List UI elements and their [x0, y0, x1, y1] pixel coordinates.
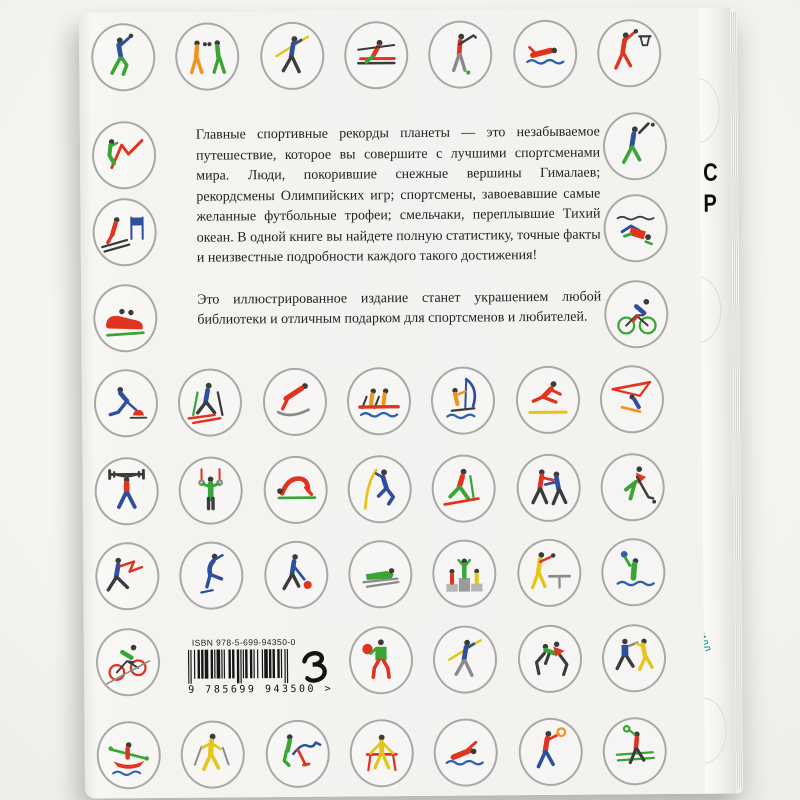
pictogram-nordic-skiing: [431, 454, 496, 523]
pictogram-bobsleigh: [93, 283, 158, 353]
barcode-block: ISBN 978-5-699-94350-0 9 785699 943500 >: [187, 637, 348, 696]
pictogram-curling: [93, 368, 159, 438]
pictogram-fencing: [95, 541, 160, 611]
pictogram-ski-jumping: [262, 367, 328, 437]
pictogram-luge: [348, 539, 413, 609]
barcode: [187, 648, 289, 684]
pictogram-relay-race: [601, 624, 667, 693]
pictogram-rowing-team: [346, 367, 412, 436]
pictogram-golf: [427, 20, 493, 89]
pictogram-scuba-diving: [603, 193, 668, 263]
book-back-cover: Главные спортивные рекорды планеты — это…: [78, 7, 706, 799]
pictogram-pole-vault: [347, 454, 412, 524]
pictogram-table-tennis: [517, 538, 582, 608]
pictogram-mountaineering: [91, 120, 157, 190]
pictogram-winners-podium: [432, 539, 497, 608]
pictogram-hang-gliding: [599, 365, 665, 434]
pictogram-kayaking: [96, 720, 162, 790]
pictogram-figure-skating: [179, 541, 244, 610]
pictogram-water-polo: [601, 538, 666, 607]
pictogram-wrestling: [517, 624, 583, 694]
pictogram-windsurfing: [430, 366, 496, 435]
pictogram-cycling: [604, 279, 669, 349]
pictogram-high-jump: [263, 455, 328, 525]
pictogram-tennis: [518, 717, 584, 787]
pictogram-ball-exercise: [348, 625, 414, 695]
annotation-paragraph-1: Главные спортивные рекорды планеты — это…: [195, 124, 601, 266]
pictogram-alpine-skiing: [92, 197, 157, 267]
pictogram-cross-country-skiing: [177, 368, 243, 437]
pictogram-swimming-crawl: [433, 718, 499, 787]
pictogram-track-cycling: [95, 627, 161, 697]
sport-pictograms-grid: [79, 8, 699, 790]
pictogram-boxing: [175, 22, 240, 91]
pictogram-javelin-throw: [260, 21, 325, 91]
annotation-paragraph-2: Это иллюстрированное издание станет укра…: [197, 289, 602, 328]
pictogram-judo: [516, 453, 581, 523]
pictogram-equestrian-polo: [265, 719, 331, 789]
pictogram-long-jump: [515, 365, 581, 435]
edge-circle-arc: [698, 77, 720, 144]
pictogram-rowing-scull: [344, 21, 409, 90]
pictogram-javelin-throw-2: [432, 625, 498, 694]
pictogram-gymnastics-rings: [178, 456, 243, 525]
pictogram-weightlifting: [94, 456, 159, 526]
pictogram-bowling: [264, 540, 329, 610]
pictogram-swimming: [512, 19, 578, 89]
pictogram-handball: [91, 22, 156, 92]
annotation-text: Главные спортивные рекорды планеты — это…: [196, 123, 602, 332]
pictogram-baseball: [602, 111, 668, 181]
pictogram-nordic-walking: [180, 720, 246, 789]
pictogram-field-hockey: [600, 453, 665, 522]
front-cover-edge-letters: С Р: [703, 158, 718, 218]
pictogram-basketball: [596, 19, 662, 88]
pictogram-badminton: [602, 717, 668, 786]
book: Главные спортивные рекорды планеты — это…: [78, 7, 744, 799]
edge-circle-arc: [698, 275, 722, 344]
pictogram-gymnastics-vault: [349, 718, 415, 788]
eksmo-publisher-logo-icon: [302, 651, 327, 683]
